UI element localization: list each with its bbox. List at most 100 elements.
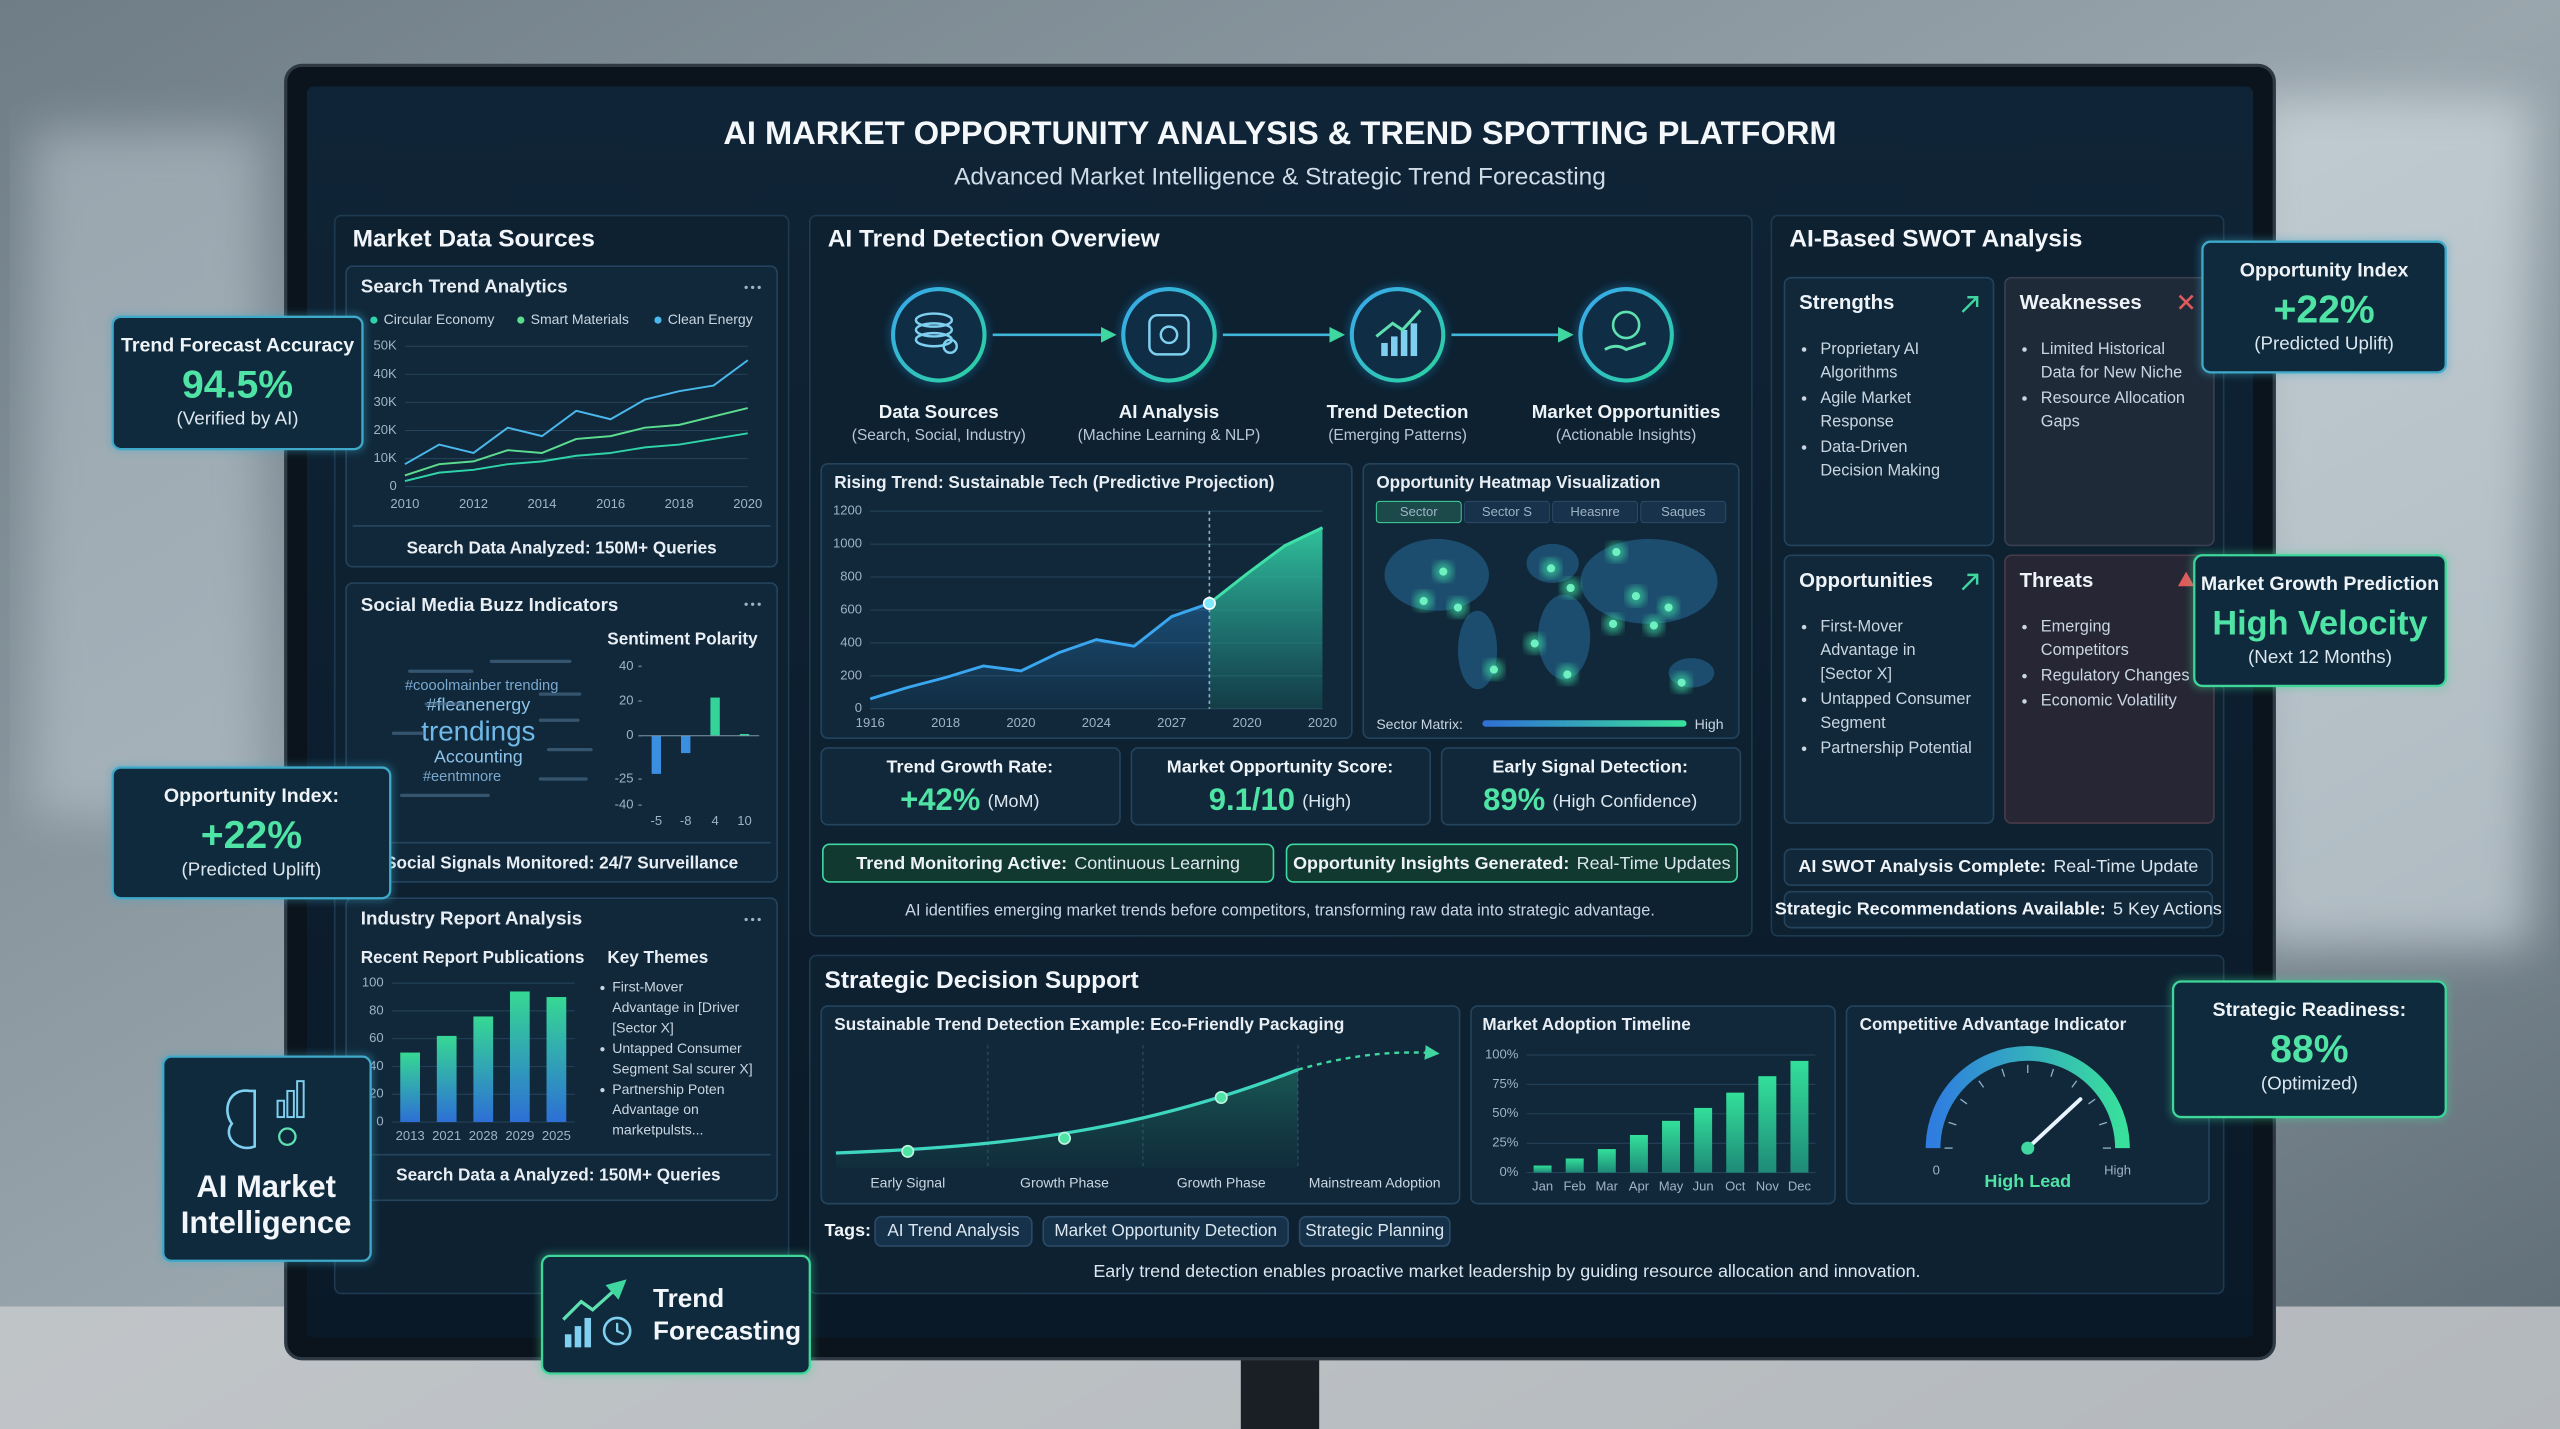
bullet — [600, 985, 605, 991]
overlay-heading: Trend — [653, 1283, 724, 1313]
legend-label: Sector Matrix: — [1376, 716, 1463, 732]
swot-title: Strengths — [1799, 292, 1894, 314]
y-tick-label: 0 — [389, 478, 396, 493]
bullet-text: Economic Volatility — [2041, 692, 2178, 710]
menu-dot — [757, 285, 761, 290]
step-circle — [1578, 287, 1674, 383]
bullet-text: Gaps — [2041, 412, 2080, 430]
tag[interactable] — [1042, 1215, 1289, 1247]
icon-search — [942, 338, 958, 354]
icon-hand — [1604, 341, 1647, 352]
status-button[interactable] — [1285, 843, 1738, 883]
bullet-text: Regulatory Changes — [2041, 666, 2190, 684]
tab-label[interactable]: Sector S — [1482, 504, 1532, 519]
legend-label: Circular Economy — [384, 311, 495, 327]
bar — [1790, 1060, 1809, 1173]
bar — [651, 735, 662, 774]
hotspot — [1612, 547, 1621, 557]
x-tick-label: 2029 — [505, 1128, 534, 1143]
overlay-label: Strategic Readiness: — [2213, 999, 2407, 1021]
tag-label[interactable]: Market Opportunity Detection — [1054, 1220, 1277, 1240]
tab[interactable] — [1640, 500, 1727, 524]
tab[interactable] — [1552, 500, 1639, 524]
y-tick-label: 50K — [374, 338, 398, 353]
y-tick-label: 20 — [619, 692, 634, 707]
y-tick-label: 60 — [369, 1030, 384, 1045]
legend-swatch — [654, 316, 662, 324]
bullet-text: Resource Allocation — [2041, 389, 2185, 407]
x-tick-label: 2014 — [528, 496, 557, 511]
phase-label: Mainstream Adoption — [1309, 1175, 1441, 1191]
panel-title: Market Data Sources — [353, 226, 595, 253]
icon-bar — [1391, 336, 1398, 357]
x-tick-label: 2010 — [390, 496, 419, 511]
hotspot — [1608, 619, 1618, 628]
x-tick-label: Jun — [1693, 1179, 1714, 1194]
title: AI MARKET OPPORTUNITY ANALYSIS & TREND S… — [723, 114, 1836, 151]
tag-label[interactable]: Strategic Planning — [1305, 1220, 1444, 1240]
bullet — [2022, 699, 2027, 704]
metric-text: (High Confidence) — [1553, 791, 1698, 811]
hotspot — [1631, 592, 1640, 601]
x-tick-label: 2025 — [542, 1128, 571, 1143]
tag[interactable] — [1298, 1215, 1451, 1247]
tag[interactable] — [874, 1215, 1033, 1247]
gauge-tick — [1960, 1098, 1968, 1105]
gauge-tick — [2001, 1068, 2006, 1077]
bar — [1662, 1120, 1681, 1173]
window-light — [32, 130, 262, 817]
tab[interactable] — [1375, 500, 1462, 524]
overlay-heading: AI Market — [196, 1169, 336, 1204]
overlay-card — [162, 1055, 372, 1262]
tab-label[interactable]: Heasnre — [1570, 504, 1619, 519]
status: Opportunity Insights Generated: Real-Tim… — [1293, 847, 1731, 877]
status-text: Continuous Learning — [1074, 853, 1240, 873]
x-tick-label: -5 — [651, 813, 663, 828]
curve-area — [835, 1069, 1298, 1168]
gauge-tick — [2071, 1080, 2078, 1088]
overlay-card — [111, 766, 392, 900]
gauge-min: 0 — [1933, 1162, 1940, 1177]
tab-label[interactable]: Sector — [1400, 504, 1438, 519]
tag-label[interactable]: AI Trend Analysis — [887, 1220, 1019, 1240]
status-button[interactable] — [822, 843, 1275, 883]
hotspot — [1453, 603, 1463, 612]
curve-projection — [1297, 1045, 1440, 1071]
bar — [681, 735, 691, 754]
word-cloud-filler — [538, 777, 588, 781]
x-tick-label: 2021 — [432, 1128, 461, 1143]
status-text: Real-Time Updates — [1577, 853, 1731, 873]
x-tick-label: -8 — [680, 813, 692, 828]
bullet-text: Decision Making — [1820, 461, 1940, 479]
metric-label: Early Signal Detection: — [1492, 756, 1688, 776]
gauge-tick — [2050, 1068, 2055, 1077]
icon-bar — [1381, 342, 1388, 357]
y-tick-label: 0 — [376, 1113, 383, 1128]
gauge-tick — [1978, 1080, 1985, 1088]
x-tick-label: 2020 — [1308, 715, 1337, 730]
icon-coin — [1611, 310, 1641, 340]
tab[interactable] — [1464, 500, 1550, 524]
phase-marker — [901, 1144, 915, 1158]
overlay-card — [111, 315, 364, 451]
tab-label[interactable]: Saques — [1661, 504, 1706, 519]
projection-marker — [1202, 596, 1216, 610]
word-cloud-filler — [546, 747, 593, 752]
card-title: Industry Report Analysis — [361, 907, 582, 928]
status-label: Trend Monitoring Active: — [856, 853, 1067, 873]
bar — [1597, 1149, 1616, 1173]
chart-title: Market Adoption Timeline — [1482, 1014, 1690, 1034]
menu-dot — [744, 285, 748, 290]
word-cloud-word: #cooolmainber trending — [405, 678, 558, 694]
bullet-text: Partnership Poten — [612, 1081, 724, 1097]
bullet-text: marketpulsts... — [612, 1122, 703, 1138]
x-tick-label: Feb — [1563, 1179, 1585, 1194]
x-tick-label: 2012 — [459, 496, 488, 511]
metric: 9.1/10 (High) — [1209, 782, 1351, 817]
line-series — [404, 359, 749, 466]
metric-label: 9.1/10 — [1209, 782, 1295, 817]
x-tick-label: 2028 — [469, 1128, 498, 1143]
icon-clock — [602, 1316, 632, 1346]
gauge-arc — [1925, 1046, 2130, 1149]
